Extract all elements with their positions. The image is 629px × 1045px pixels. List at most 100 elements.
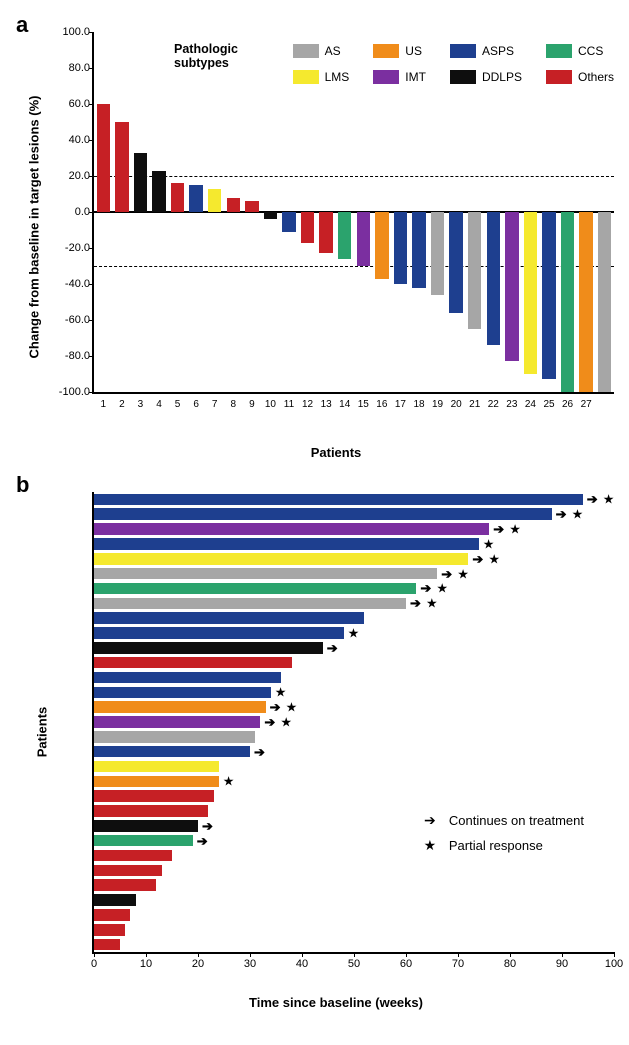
chart-b-bar [94, 657, 292, 669]
chart-a-ytick: 0.0 [50, 206, 90, 218]
chart-a-bar [542, 212, 555, 379]
chart-a-bar [319, 212, 332, 253]
chart-b-bar [94, 835, 193, 847]
star-icon: ★ [348, 626, 360, 639]
chart-a-bar [189, 185, 202, 212]
chart-a-ytick: -60.0 [50, 314, 90, 326]
arrow-icon: ➔ [270, 701, 281, 714]
legend-label: IMT [405, 70, 426, 84]
chart-a-ytick: 100.0 [50, 26, 90, 38]
chart-b-bar [94, 583, 416, 595]
chart-a-ref-line [94, 176, 614, 177]
chart-b-plot: ➔Continues on treatment ★Partial respons… [92, 492, 614, 954]
chart-b-bar [94, 508, 552, 520]
star-icon: ★ [436, 582, 448, 595]
star-icon: ★ [483, 537, 495, 550]
chart-b-bar [94, 553, 468, 565]
chart-a-xtick: 10 [265, 399, 276, 410]
chart-a-xtick: 17 [395, 399, 406, 410]
chart-a-xtick: 16 [376, 399, 387, 410]
chart-b-bar [94, 598, 406, 610]
chart-a-xtick: 18 [413, 399, 424, 410]
chart-a-ytick: -80.0 [50, 350, 90, 362]
chart-a-bar [579, 212, 592, 392]
chart-b-bar [94, 627, 344, 639]
chart-b-xtick: 0 [91, 958, 97, 970]
chart-a-xtick: 23 [506, 399, 517, 410]
legend-item: CCS [546, 40, 614, 62]
arrow-icon: ➔ [441, 567, 452, 580]
chart-a-xtick: 2 [119, 399, 125, 410]
arrow-icon: ➔ [587, 493, 598, 506]
arrow-icon: ➔ [327, 641, 338, 654]
chart-a-x-title: Patients [311, 445, 362, 460]
chart-a-bar [227, 198, 240, 212]
chart-a-xtick: 21 [469, 399, 480, 410]
legend-swatch [546, 70, 572, 84]
chart-b-bar [94, 879, 156, 891]
chart-a-bar [449, 212, 462, 313]
chart-a-bar [357, 212, 370, 266]
chart-a-xtick: 11 [284, 399, 294, 410]
chart-a-bar [282, 212, 295, 232]
legend-label: AS [325, 44, 341, 58]
chart-b-bar [94, 894, 136, 906]
chart-b-marker-legend: ➔Continues on treatment ★Partial respons… [421, 812, 584, 862]
chart-a-bar [115, 122, 128, 212]
arrow-icon: ➔ [420, 582, 431, 595]
chart-b-bar [94, 939, 120, 951]
chart-a: Change from baseline in target lesions (… [46, 12, 626, 442]
chart-a-xtick: 19 [432, 399, 443, 410]
chart-b-xtick: 40 [296, 958, 308, 970]
panel-b-label: b [16, 472, 29, 498]
chart-a-ytick: 80.0 [50, 62, 90, 74]
chart-b-xtick: 100 [605, 958, 623, 970]
legend-swatch [373, 44, 399, 58]
chart-a-xtick: 1 [101, 399, 107, 410]
chart-b-bar [94, 776, 219, 788]
panel-a: a Change from baseline in target lesions… [12, 12, 617, 442]
legend-label: CCS [578, 44, 603, 58]
chart-b-bar [94, 494, 583, 506]
chart-a-legend: Pathologic subtypes ASUSASPSCCSLMSIMTDDL… [174, 40, 614, 88]
chart-b-xtick: 10 [140, 958, 152, 970]
arrow-icon: ➔ [202, 819, 213, 832]
chart-a-y-title: Change from baseline in target lesions (… [27, 96, 42, 359]
chart-b-xtick: 20 [192, 958, 204, 970]
chart-b: Patients ➔Continues on treatment ★Partia… [46, 472, 626, 992]
chart-a-bar [524, 212, 537, 374]
legend-label: ASPS [482, 44, 514, 58]
chart-b-bar [94, 672, 281, 684]
chart-a-xtick: 3 [138, 399, 144, 410]
panel-a-label: a [16, 12, 28, 38]
chart-a-xtick: 26 [562, 399, 573, 410]
chart-b-bar [94, 731, 255, 743]
chart-b-bar [94, 909, 130, 921]
chart-a-xtick: 9 [249, 399, 255, 410]
chart-b-bar [94, 538, 479, 550]
chart-a-bar [468, 212, 481, 329]
chart-a-xtick: 6 [193, 399, 199, 410]
chart-a-xtick: 22 [488, 399, 499, 410]
chart-a-plot: Pathologic subtypes ASUSASPSCCSLMSIMTDDL… [92, 32, 614, 394]
chart-b-bar [94, 642, 323, 654]
chart-b-bar [94, 612, 364, 624]
legend-swatch [450, 70, 476, 84]
chart-b-bar [94, 701, 266, 713]
chart-b-bar [94, 687, 271, 699]
star-icon: ★ [275, 686, 287, 699]
chart-a-bar [97, 104, 110, 212]
chart-b-bar [94, 568, 437, 580]
legend-swatch [293, 70, 319, 84]
legend-item: Others [546, 66, 614, 88]
arrow-icon: ➔ [472, 552, 483, 565]
star-icon: ★ [509, 523, 521, 536]
chart-a-bar [245, 201, 258, 212]
legend-label: LMS [325, 70, 350, 84]
chart-b-bar [94, 924, 125, 936]
legend-label: Others [578, 70, 614, 84]
star-icon: ★ [457, 567, 469, 580]
chart-b-y-title: Patients [35, 707, 50, 758]
legend-swatch [293, 44, 319, 58]
arrow-legend-text: Continues on treatment [449, 813, 584, 828]
